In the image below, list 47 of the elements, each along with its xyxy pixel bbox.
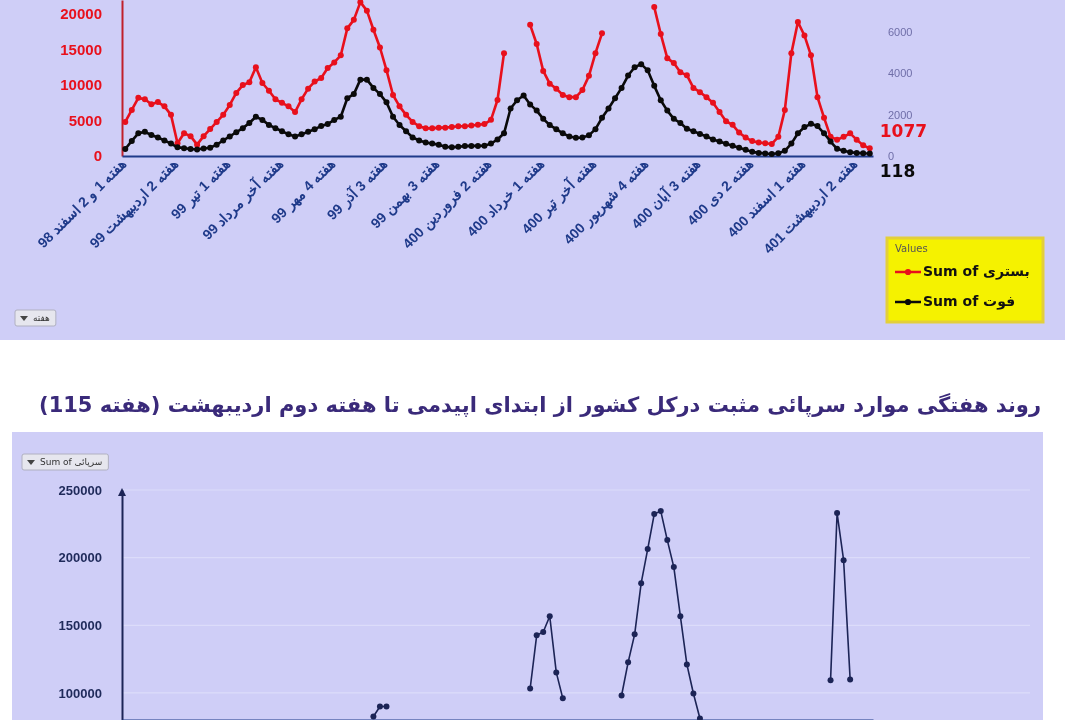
point (696, 715, 703, 720)
y-tick-label: 200000 (58, 550, 102, 566)
point (546, 613, 553, 620)
point (664, 537, 671, 544)
y2-tick-label: 6000 (888, 26, 913, 39)
y2-tick-label: 2000 (888, 108, 913, 121)
text: هفته (33, 312, 51, 323)
point (677, 613, 684, 620)
point (834, 510, 841, 516)
point (383, 703, 390, 710)
y-tick-label: 100000 (58, 685, 102, 701)
point (690, 690, 697, 697)
legend-label: Sum of بستری (923, 263, 1030, 280)
y2-tick-label: 0 (888, 150, 895, 163)
point (533, 632, 540, 639)
y-tick-label: 10000 (60, 76, 102, 94)
point (670, 564, 677, 571)
point (540, 629, 547, 636)
point (827, 677, 834, 684)
chart-title: روند هفتگی موارد سرپائی مثبت درکل کشور از ابتدای اپیدمی تا هفته دوم اردیبهشت (هفته 115) (39, 392, 1041, 417)
point (527, 685, 534, 692)
legend-title: Values (895, 243, 928, 254)
point (631, 631, 638, 638)
point (618, 692, 625, 699)
y2-tick-label: 4000 (888, 67, 913, 80)
y-tick-label: 250000 (58, 482, 102, 498)
y-tick-label: 5000 (68, 111, 102, 129)
y-tick-label: 150000 (58, 617, 102, 633)
legend-label: Sum of فوت (923, 293, 1016, 310)
point (625, 659, 632, 666)
point (370, 713, 377, 720)
y-tick-label: 20000 (60, 5, 102, 23)
point (638, 580, 645, 587)
point (840, 557, 847, 564)
point (644, 546, 651, 553)
text: Sum of سرپائی (40, 456, 103, 467)
point (651, 511, 658, 518)
y-tick-label: 0 (93, 147, 102, 165)
point (683, 661, 690, 668)
point (657, 508, 664, 515)
data-label: 118 (879, 160, 916, 181)
point (559, 695, 566, 702)
point (376, 703, 383, 710)
point (553, 669, 560, 676)
data-label: 1077 (879, 121, 928, 142)
y-tick-label: 15000 (60, 40, 102, 58)
point (847, 676, 854, 683)
